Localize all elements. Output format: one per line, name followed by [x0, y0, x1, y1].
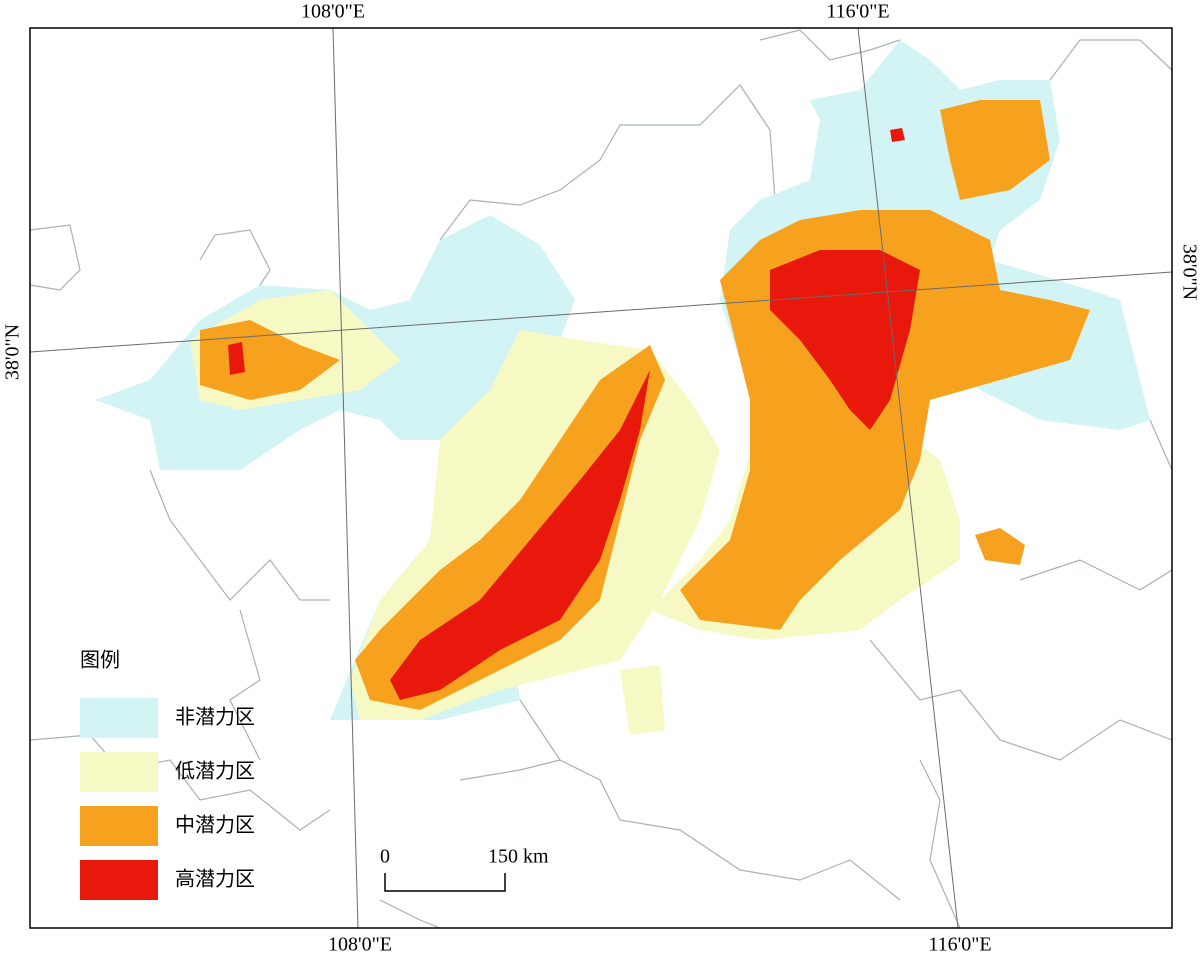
legend-swatch	[80, 698, 158, 738]
graticule	[29, 27, 1173, 929]
zone-high	[390, 370, 650, 700]
legend-label: 中潜力区	[175, 814, 255, 837]
scale-label: 0	[380, 846, 390, 868]
latitude-label: 38'0"N	[2, 324, 24, 380]
parallel	[29, 271, 1173, 353]
boundary	[29, 224, 81, 291]
legend-swatch	[80, 752, 158, 792]
zone-high	[890, 128, 905, 142]
zone-medium	[200, 320, 340, 400]
longitude-label: 108'0"E	[328, 934, 392, 956]
latitude-label: 38'0"N	[1178, 244, 1200, 300]
boundary	[459, 639, 1173, 781]
zone-high	[770, 250, 920, 430]
map-frame	[29, 27, 1173, 929]
zone-medium	[940, 100, 1050, 200]
longitude-label: 116'0"E	[928, 934, 991, 956]
legend-title: 图例	[80, 649, 120, 672]
boundary	[149, 469, 330, 601]
boundary	[229, 609, 441, 929]
meridian	[332, 27, 359, 929]
zone-medium	[975, 528, 1025, 565]
zone-high	[228, 342, 245, 375]
meridian	[857, 27, 959, 929]
zone-medium	[355, 345, 665, 710]
boundary	[199, 229, 271, 301]
longitude-label: 108'0"E	[301, 1, 365, 23]
boundary	[759, 29, 1173, 81]
zone-low	[620, 665, 665, 735]
potential-zones	[95, 40, 1150, 735]
legend-label: 非潜力区	[175, 706, 255, 729]
boundary	[519, 699, 901, 901]
scale-bar: 0 150 km	[380, 846, 549, 892]
boundary	[29, 734, 331, 831]
legend-swatch	[80, 860, 158, 900]
province-boundaries	[29, 29, 1173, 929]
longitude-label: 116'0"E	[826, 1, 889, 23]
boundary	[439, 84, 776, 241]
scale-label: 150 km	[488, 846, 549, 868]
boundary	[919, 419, 1173, 929]
scale-bar-line	[384, 873, 506, 892]
legend-swatch	[80, 806, 158, 846]
legend-label: 低潜力区	[175, 760, 255, 783]
legend-label: 高潜力区	[175, 868, 255, 891]
